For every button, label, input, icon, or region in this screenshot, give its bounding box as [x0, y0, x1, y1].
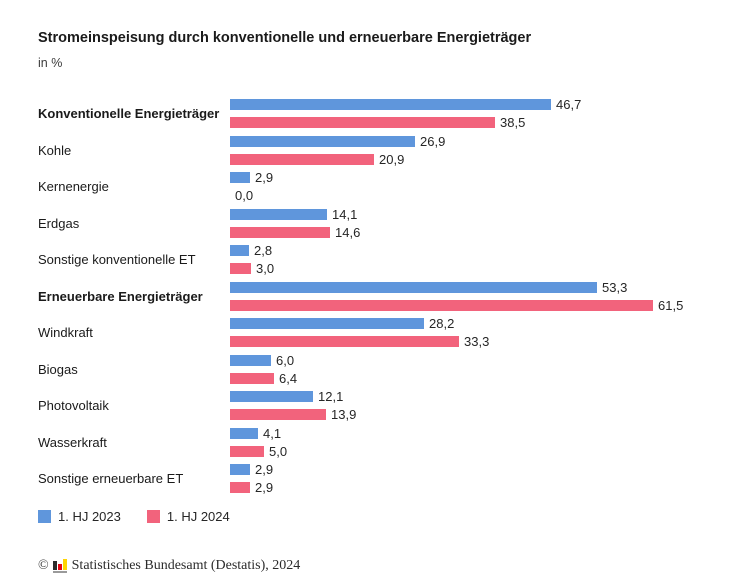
- value-label: 3,0: [256, 261, 275, 276]
- bar-series-0: [230, 281, 597, 293]
- value-label: 26,9: [420, 133, 446, 149]
- source-text: Statistisches Bundesamt (Destatis), 2024: [71, 558, 301, 573]
- category-label: Sonstige erneuerbare ET: [38, 471, 184, 486]
- value-label: 14,6: [335, 224, 361, 240]
- value-label: 38,5: [500, 115, 526, 130]
- bar-pair: 28,2 33,3: [230, 316, 490, 354]
- value-label: 33,3: [464, 334, 490, 349]
- category-label: Photovoltaik: [38, 398, 109, 413]
- bar-series-1: [230, 409, 326, 420]
- value-label: 4,1: [263, 425, 282, 441]
- bar-series-1: [230, 299, 653, 311]
- category-label: Erdgas: [38, 215, 80, 231]
- legend-item-hj2023: 1. HJ 2023: [38, 509, 121, 524]
- bar-pair: 6,0 6,4: [230, 352, 298, 391]
- category-label: Kernenergie: [38, 179, 109, 194]
- legend-item-hj2024: 1. HJ 2024: [146, 509, 230, 524]
- bar-series-0: [230, 391, 313, 402]
- bar-pair: 14,1 14,6: [230, 206, 361, 245]
- legend-swatch-hj2024: [146, 510, 160, 523]
- source-attribution: © Statistisches Bundesamt (Destatis), 20…: [38, 558, 300, 574]
- destatis-bar-chart-logo-icon: [52, 559, 67, 573]
- value-label: 2,8: [254, 243, 273, 258]
- value-label: 46,7: [556, 97, 582, 112]
- bar-series-0: [230, 99, 551, 110]
- category-label: Windkraft: [38, 325, 93, 340]
- bar-series-0: [230, 135, 415, 147]
- value-label: 6,4: [279, 370, 298, 386]
- value-label: 2,9: [255, 462, 274, 477]
- copyright-symbol: ©: [38, 558, 49, 573]
- bar-pair: 4,1 5,0: [230, 425, 288, 464]
- bar-series-1: [230, 117, 495, 128]
- category-label: Biogas: [38, 361, 78, 377]
- value-label: 28,2: [429, 316, 455, 331]
- chart-subtitle: in %: [38, 56, 63, 70]
- bar-series-1: [230, 445, 264, 457]
- category-label: Konventionelle Energieträger: [38, 106, 220, 121]
- bar-pair: 2,8 3,0: [230, 243, 275, 281]
- value-label: 53,3: [602, 279, 628, 295]
- category-label: Sonstige konventionelle ET: [38, 252, 196, 267]
- bar-series-0: [230, 427, 258, 439]
- bar-pair: 26,9 20,9: [230, 133, 446, 172]
- bar-series-0: [230, 318, 424, 329]
- bar-series-0: [230, 464, 250, 475]
- value-label: 6,0: [276, 352, 295, 368]
- value-label: 20,9: [379, 151, 405, 167]
- chart-title: Stromeinspeisung durch konventionelle un…: [38, 30, 532, 46]
- bar-series-0: [230, 245, 249, 256]
- value-label: 12,1: [318, 389, 344, 404]
- bar-series-1: [230, 372, 274, 384]
- value-label: 2,9: [255, 170, 274, 185]
- bar-pair: 2,9 0,0: [230, 170, 274, 208]
- chart-row: Erdgas 14,1 14,6: [38, 206, 738, 245]
- value-label: 2,9: [255, 480, 274, 495]
- bar-pair: 12,1 13,9: [230, 389, 357, 427]
- chart-row: Windkraft 28,2 33,3: [38, 316, 738, 354]
- category-label: Wasserkraft: [38, 434, 107, 450]
- legend-label-hj2024: 1. HJ 2024: [166, 509, 230, 524]
- bar-series-1: [230, 153, 374, 165]
- bar-series-1: [230, 336, 459, 347]
- chart-row: Erneuerbare Energieträger 53,3 61,5: [38, 279, 738, 318]
- bar-series-1: [230, 263, 251, 274]
- chart-row: Kernenergie 2,9 0,0: [38, 170, 738, 208]
- bar-series-1: [230, 226, 330, 238]
- bar-series-1: [230, 482, 250, 493]
- bar-pair: 53,3 61,5: [230, 279, 684, 318]
- legend-swatch-hj2023: [38, 510, 51, 523]
- chart-row: Wasserkraft 4,1 5,0: [38, 425, 738, 464]
- value-label: 5,0: [269, 443, 288, 459]
- chart-row: Konventionelle Energieträger 46,7 38,5: [38, 97, 738, 135]
- value-label: 0,0: [235, 188, 254, 203]
- value-label: 61,5: [658, 297, 684, 313]
- category-label: Kohle: [38, 142, 72, 158]
- chart-row: Sonstige konventionelle ET 2,8 3,0: [38, 243, 738, 281]
- bar-series-0: [230, 354, 271, 366]
- category-label: Erneuerbare Energieträger: [38, 288, 203, 304]
- chart-row: Kohle 26,9 20,9: [38, 133, 738, 172]
- value-label: 13,9: [331, 407, 357, 422]
- chart-legend: 1. HJ 2023 1. HJ 2024: [38, 509, 230, 524]
- bar-series-0: [230, 172, 250, 183]
- bar-pair: 46,7 38,5: [230, 97, 582, 135]
- legend-label-hj2023: 1. HJ 2023: [58, 509, 121, 524]
- value-label: 14,1: [332, 206, 358, 222]
- bar-pair: 2,9 2,9: [230, 462, 274, 500]
- chart-row: Sonstige erneuerbare ET 2,9 2,9: [38, 462, 738, 500]
- chart-row: Biogas 6,0 6,4: [38, 352, 738, 391]
- chart-row: Photovoltaik 12,1 13,9: [38, 389, 738, 427]
- bar-series-0: [230, 208, 327, 220]
